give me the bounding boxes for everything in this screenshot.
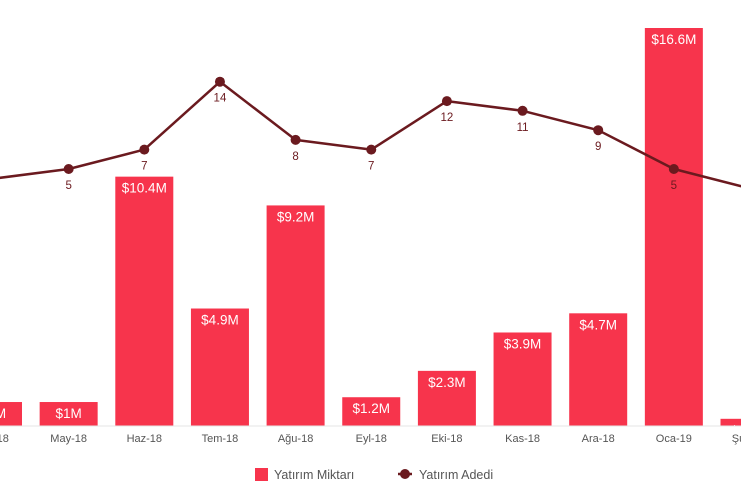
bar-value-label-Ara-18: $4.7M: [579, 317, 617, 332]
count-label-Eki-18: 12: [441, 112, 454, 124]
x-tick-label-May-18: May-18: [50, 433, 87, 445]
bar-value-label-Tem-18: $4.9M: [201, 313, 239, 328]
x-tick-label-Nis-18: Nis-18: [0, 433, 9, 445]
bar-value-label-Şub-19: $0.3M: [731, 423, 741, 438]
bar-Haz-18[interactable]: [115, 176, 174, 426]
count-label-Haz-18: 7: [141, 161, 147, 173]
count-marker-Kas-18[interactable]: [517, 105, 528, 116]
bar-value-labels: $1M $1M $10.4M $4.9M $9.2M $1.2M $2.3M $3.9M $4.…: [0, 32, 741, 438]
count-marker-Ara-18[interactable]: [593, 125, 604, 136]
bar-value-label-Haz-18: $10.4M: [122, 181, 167, 196]
bar-May-18[interactable]: [39, 402, 98, 426]
bar-Eki-18[interactable]: [417, 370, 476, 426]
x-tick-label-Tem-18: Tem-18: [202, 433, 239, 445]
bar-value-label-Oca-19: $16.6M: [651, 32, 696, 47]
bar-series: [0, 28, 741, 426]
bar-value-label-Eki-18: $2.3M: [428, 375, 466, 390]
x-tick-label-Eyl-18: Eyl-18: [356, 433, 387, 445]
bar-Tem-18[interactable]: [190, 308, 249, 426]
bar-Oca-19[interactable]: [644, 28, 703, 426]
x-tick-label-Kas-18: Kas-18: [505, 433, 540, 445]
legend-label-count[interactable]: Yatırım Adedi: [419, 468, 493, 482]
bar-Kas-18[interactable]: [493, 332, 552, 426]
count-label-Ara-18: 9: [595, 141, 601, 153]
x-axis-tick-labels: Nis-18 May-18 Haz-18 Tem-18 Ağu-18 Eyl-18 Eki-…: [0, 433, 741, 445]
count-marker-Haz-18[interactable]: [139, 144, 150, 155]
bar-value-label-Ağu-18: $9.2M: [277, 209, 315, 224]
x-tick-label-Şub-19: Şub-19: [732, 433, 741, 445]
count-marker-May-18[interactable]: [63, 164, 74, 174]
legend-swatch-count-marker[interactable]: [400, 469, 410, 479]
count-label-May-18: 5: [65, 180, 71, 192]
count-label-Eyl-18: 7: [368, 161, 374, 173]
x-tick-label-Haz-18: Haz-18: [127, 433, 162, 445]
bar-Eyl-18[interactable]: [342, 397, 401, 426]
bar-value-label-Nis-18: $1M: [0, 406, 6, 421]
x-tick-label-Ara-18: Ara-18: [582, 433, 615, 445]
x-tick-label-Ağu-18: Ağu-18: [278, 433, 313, 445]
count-marker-Tem-18[interactable]: [214, 76, 225, 87]
count-marker-Oca-19[interactable]: [668, 164, 679, 174]
bar-Nis-18[interactable]: [0, 402, 22, 426]
count-label-Tem-18: 14: [214, 93, 227, 105]
count-label-Ağu-18: 8: [292, 151, 298, 163]
count-marker-Eyl-18[interactable]: [366, 144, 377, 155]
count-label-Oca-19: 5: [671, 180, 677, 192]
bar-value-label-May-18: $1M: [56, 406, 82, 421]
legend-label-amount[interactable]: Yatırım Miktarı: [274, 468, 354, 482]
count-line-series: [0, 76, 741, 188]
count-value-labels: 5 7 14 8 7 12 11 9 5: [65, 93, 677, 192]
legend-swatch-amount[interactable]: [255, 468, 268, 481]
bar-value-label-Kas-18: $3.9M: [504, 336, 542, 351]
legend: Yatırım Miktarı Yatırım Adedi: [255, 468, 493, 482]
bar-Şub-19[interactable]: [720, 418, 741, 426]
bar-Ağu-18[interactable]: [266, 205, 325, 426]
x-tick-label-Eki-18: Eki-18: [431, 433, 462, 445]
bar-value-label-Eyl-18: $1.2M: [352, 401, 390, 416]
count-label-Kas-18: 11: [517, 122, 529, 134]
count-marker-Ağu-18[interactable]: [290, 134, 301, 145]
x-tick-label-Oca-19: Oca-19: [656, 433, 692, 445]
count-marker-Eki-18[interactable]: [441, 96, 452, 107]
bar-Ara-18[interactable]: [569, 313, 628, 426]
